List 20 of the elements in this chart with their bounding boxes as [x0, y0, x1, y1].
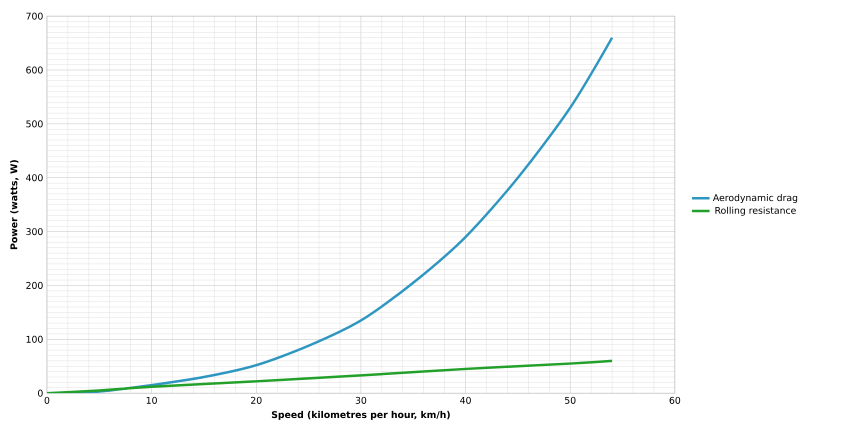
legend-label: Aerodynamic drag	[712, 194, 798, 204]
x-tick-label: 20	[251, 396, 262, 404]
x-axis-title: Speed (kilometres per hour, km/h)	[272, 411, 450, 420]
y-tick-label: 300	[26, 228, 43, 236]
x-tick-label: 40	[460, 396, 471, 404]
x-tick-label: 0	[44, 396, 50, 404]
x-tick-label: 10	[146, 396, 157, 404]
y-tick-label: 0	[38, 390, 43, 397]
y-tick-label: 500	[26, 120, 43, 128]
x-tick-label: 30	[356, 396, 366, 404]
x-tick-label: 60	[670, 396, 680, 404]
y-tick-label: 700	[26, 12, 43, 20]
x-tick-label: 50	[565, 396, 576, 404]
legend-label: Rolling resistance	[715, 206, 796, 216]
line-series	[46, 360, 614, 394]
y-tick-label: 100	[26, 336, 43, 343]
y-tick-label: 400	[26, 174, 43, 182]
y-tick-label: 200	[26, 282, 43, 290]
y-tick-label: 600	[26, 66, 43, 74]
y-axis-title: Power (watts, W)	[10, 160, 19, 250]
